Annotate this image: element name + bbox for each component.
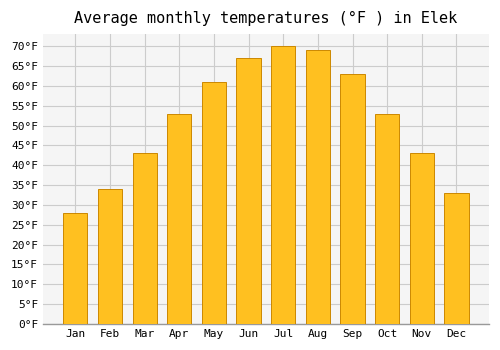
Bar [410, 153, 434, 324]
Bar [98, 189, 122, 324]
Bar [167, 114, 192, 324]
Title: Average monthly temperatures (°F ) in Elek: Average monthly temperatures (°F ) in El… [74, 11, 458, 26]
Bar [444, 193, 468, 324]
Bar [271, 46, 295, 324]
Bar [306, 50, 330, 324]
Bar [236, 58, 260, 324]
Bar [340, 74, 364, 324]
Bar [132, 153, 157, 324]
Bar [63, 213, 88, 324]
Bar [202, 82, 226, 324]
Bar [375, 114, 400, 324]
